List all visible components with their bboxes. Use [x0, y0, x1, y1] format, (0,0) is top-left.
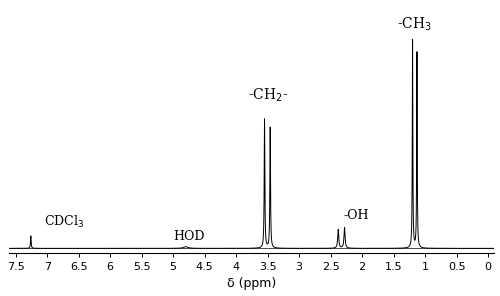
Text: -CH$_2$-: -CH$_2$-	[248, 87, 288, 104]
Text: HOD: HOD	[173, 230, 204, 243]
Text: CDCl$_3$: CDCl$_3$	[44, 214, 84, 230]
Text: -OH: -OH	[344, 209, 369, 222]
X-axis label: δ (ppm): δ (ppm)	[228, 277, 276, 290]
Text: -CH$_3$: -CH$_3$	[397, 15, 432, 33]
